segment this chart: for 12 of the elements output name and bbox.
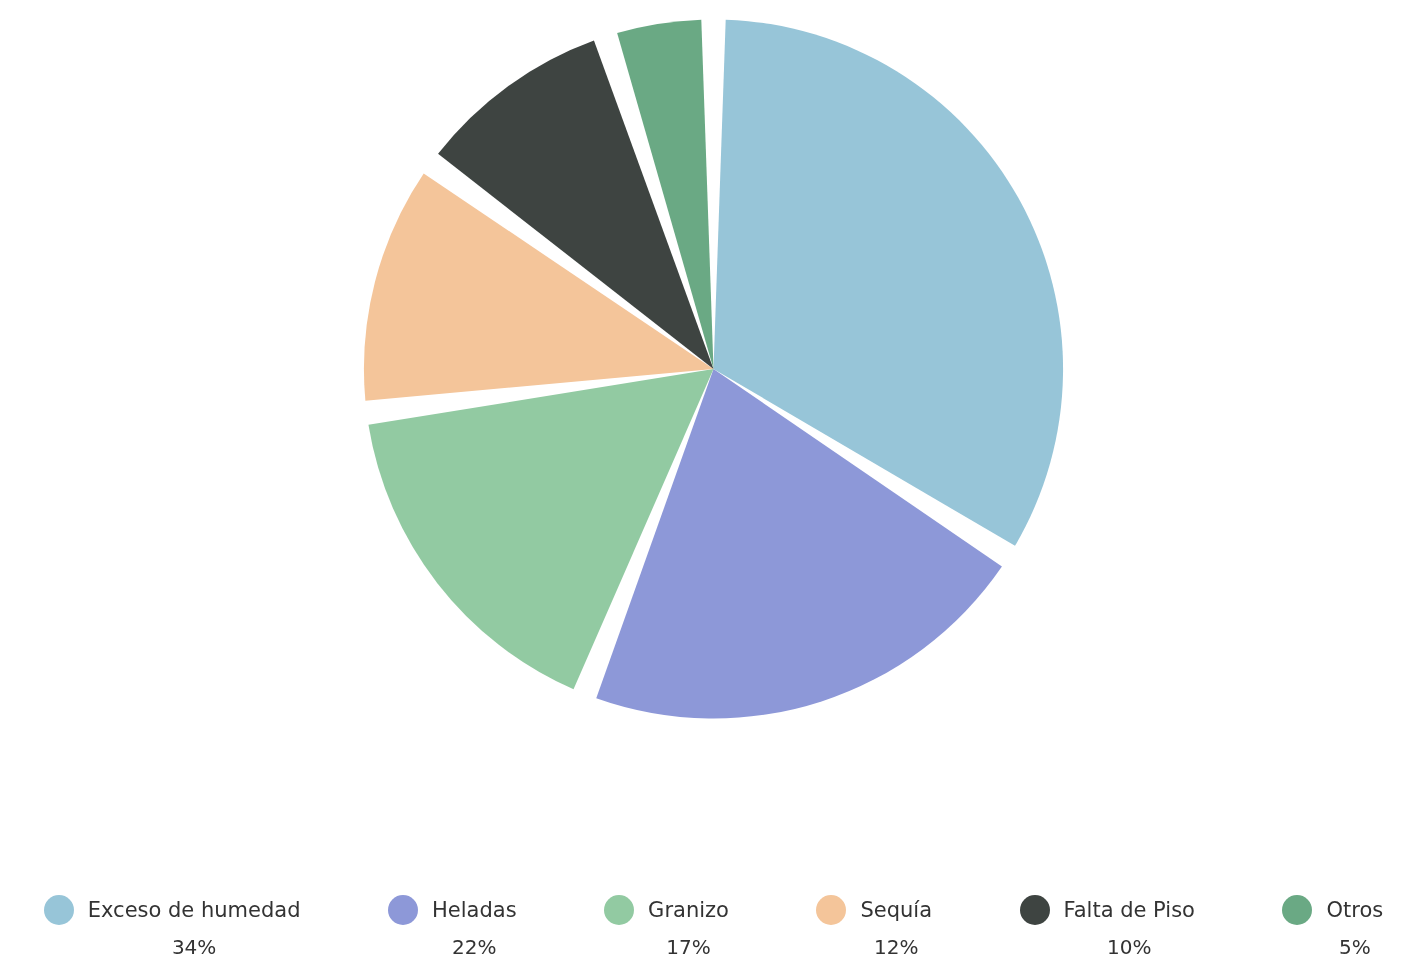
data-label: 17% (666, 935, 711, 959)
legend-label: Sequía (860, 898, 933, 922)
data-label: 34% (171, 935, 217, 959)
legend-label: Granizo (648, 898, 729, 922)
legend-label: Heladas (432, 898, 517, 922)
data-label: 22% (452, 935, 497, 959)
data-label: 12% (874, 935, 919, 959)
legend-label: Falta de Piso (1063, 898, 1195, 922)
data-label: 5% (1338, 935, 1371, 959)
legend-label: Exceso de humedad (87, 898, 301, 922)
legend-label: Otros (1326, 898, 1384, 922)
data-label: 10% (1107, 935, 1152, 959)
